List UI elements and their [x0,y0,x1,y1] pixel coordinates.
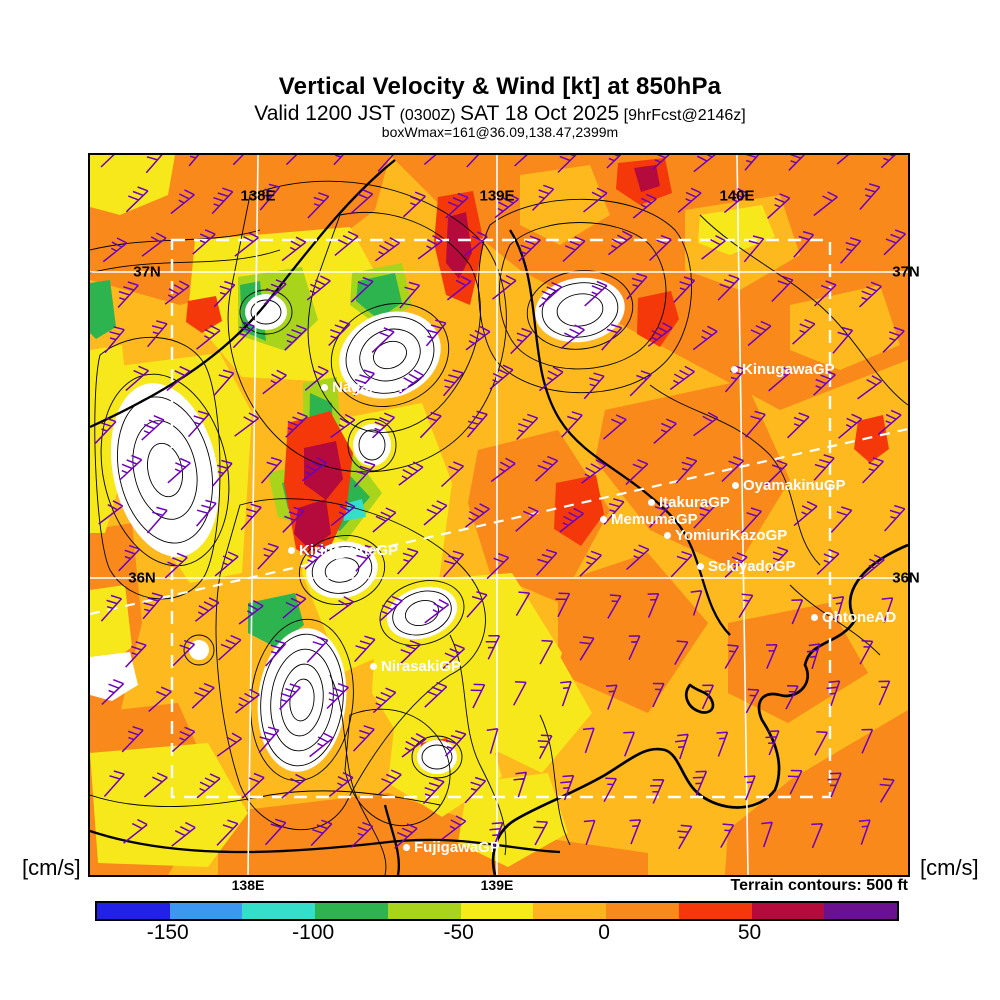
station-label: OyamakinuGP [732,477,846,494]
map-labels-layer: 138E 139E 140E 37N 36N 37N 36N NaganoGP Kinugawa… [90,155,920,875]
colorbar-segment [824,903,898,919]
colorbar-segment [242,903,316,919]
station-name: ItakuraGP [659,494,730,511]
graticule-meridian [736,155,749,875]
colorbar-segment [606,903,679,919]
graticule-meridian [247,155,259,875]
colorbar-segment [97,903,170,919]
station-name: OyamakinuGP [743,477,846,494]
vertical-velocity-field [90,155,908,875]
station-name: SckiyadoGP [708,558,796,575]
colorbar-segment [387,903,461,919]
station-label: MemumaGP [600,511,698,528]
colorbar-segment [678,903,752,919]
bottom-grid-label: 139E [480,877,514,893]
wind-barbs [94,155,907,850]
station-dot-icon [731,366,738,373]
station-dot-icon [288,547,295,554]
colorbar-tick-label: 0 [598,921,610,944]
station-dot-icon [664,532,671,539]
valid-date: SAT 18 Oct 2025 [460,102,620,125]
station-dot-icon [732,482,739,489]
valid-time-line: Valid 1200 JST (0300Z) SAT 18 Oct 2025 [… [0,102,1000,126]
colorbar-segment [751,903,825,919]
grid-label-lat: 36N [892,569,920,587]
station-label: FujigawaGP [403,839,500,856]
terrain-contours-note: Terrain contours: 500 ft [730,877,908,894]
station-label: KirigamineGP [288,542,399,559]
boxwmax-line: boxWmax=161@36.09,138.47,2399m [381,124,619,140]
station-label: SckiyadoGP [697,558,796,575]
colorbar-tick-label: -100 [292,921,335,944]
colorbar-tick-label: 50 [737,921,762,944]
grid-label-lat: 37N [133,263,161,281]
station-name: OhtoneAD [822,609,897,626]
valid-prefix: Valid 1200 JST [254,102,396,125]
station-dot-icon [697,563,704,570]
station-dot-icon [811,614,818,621]
station-name: KinugawaGP [742,361,835,378]
grid-label-lat: 36N [128,569,156,587]
station-label: NirasakiGP [370,658,462,675]
colorbar-segment [533,903,607,919]
station-name: KirigamineGP [299,542,399,559]
station-label: OhtoneAD [811,609,897,626]
colorbar-tick-label: -150 [146,921,189,944]
forecast-tag: [9hrFcst@2146z] [623,107,746,124]
station-dot-icon [403,844,410,851]
coastline [491,543,908,875]
station-label: KinugawaGP [731,361,835,378]
station-label: ItakuraGP [648,494,730,511]
station-name: NirasakiGP [381,658,462,675]
station-name: NaganoGP [332,379,409,396]
station-dot-icon [600,516,607,523]
units-label-left: [cm/s] [22,855,81,880]
colorbar-segment [460,903,534,919]
valid-utc: (0300Z) [399,107,456,124]
forecast-box-dashed [170,238,832,799]
grid-label-lon: 140E [719,187,755,205]
map-frame: 138E 139E 140E 37N 36N 37N 36N NaganoGP Kinugawa… [88,153,920,877]
grid-label-lon: 139E [479,187,515,205]
colorbar-segment [315,903,388,919]
grid-label-lon: 138E [240,187,276,205]
station-dot-icon [648,499,655,506]
page-title: Vertical Velocity & Wind [kt] at 850hPa [278,73,722,100]
colorbar-tick-label: -50 [443,921,474,944]
dashed-section-line [90,427,908,616]
graticule-and-wind-layer [90,155,908,875]
bottom-grid-label: 138E [231,877,265,893]
units-label-right: [cm/s] [920,855,979,880]
station-name: MemumaGP [611,511,698,528]
vv-color-field [90,155,908,875]
bottom-grid-labels: 138E 139E [0,877,1000,897]
station-dot-icon [370,663,377,670]
station-dot-icon [321,384,328,391]
colorbar-segment [169,903,243,919]
colorbar [95,901,899,921]
station-name: FujigawaGP [414,839,500,856]
station-label: NaganoGP [321,379,409,396]
station-label: YomiuriKazoGP [664,527,788,544]
grid-label-lat: 37N [892,263,920,281]
station-name: YomiuriKazoGP [675,527,788,544]
terrain-contour-lines [90,159,908,875]
